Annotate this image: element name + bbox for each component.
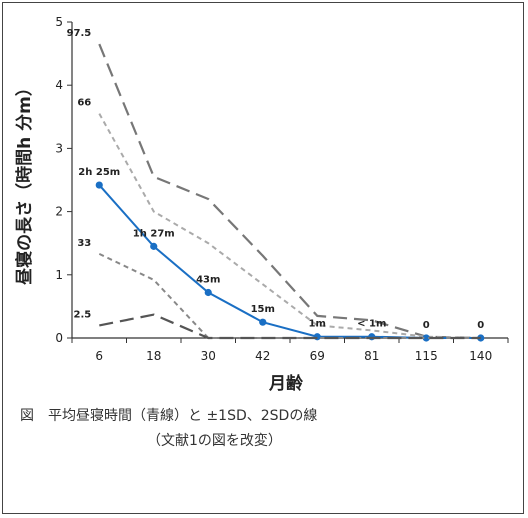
mean-point [150,242,158,250]
x-tick-label: 81 [364,349,379,363]
mean-data-label: 1m [309,319,326,330]
x-tick-label: 6 [95,349,103,363]
mean-point [422,334,430,342]
x-tick-label: 30 [201,349,216,363]
mean-data-label: 0 [477,320,484,331]
y-tick-label: 1 [55,268,63,282]
series-label: 97.5 [67,28,92,39]
series-line [99,313,481,340]
caption-line-2: （文献1の図を改変） [147,433,282,449]
x-tick-label: 42 [255,349,270,363]
x-tick-label: 69 [310,349,325,363]
y-tick-label: 5 [55,15,63,29]
mean-data-label: 0 [423,320,430,331]
chart-axes: 0 1 2 3 4 5 6 18 30 42 69 81 115 140 [55,15,509,363]
y-axis-label: 昼寝の長さ（時間h 分m） [14,79,35,285]
series-line [98,113,481,339]
chart-labels: 97.5 66 33 2.5 2h 25m 1h 27m 43m 15m 1m < 1m 0 0 [67,28,485,331]
y-tick-label: 3 [55,141,63,155]
mean-data-label: 15m [251,304,275,315]
series-line [98,43,481,340]
figure-frame [2,2,524,514]
y-tick-label: 0 [55,331,63,345]
x-axis-label: 月齢 [268,373,304,394]
series-label: 66 [77,98,91,109]
mean-point [95,181,103,189]
caption-line-1: 図 平均昼寝時間（青線）と ±1SD、2SDの線 [20,408,318,424]
chart-series [95,43,485,342]
mean-data-label: 2h 25m [78,167,120,178]
x-tick-label: 18 [146,349,161,363]
x-tick-label: 140 [469,349,492,363]
mean-point [259,318,267,326]
mean-data-label: 1h 27m [133,228,175,239]
mean-point [204,288,212,297]
mean-data-label: < 1m [357,319,386,330]
series-label: 33 [77,238,91,249]
mean-data-label: 43m [196,274,220,285]
y-tick-label: 4 [55,78,63,92]
mean-point [368,333,376,341]
series-line [98,184,481,339]
y-tick-label: 2 [55,205,63,219]
x-tick-label: 115 [415,349,438,363]
series-label: 2.5 [74,309,92,320]
mean-point [313,333,321,341]
series-line [98,252,481,339]
